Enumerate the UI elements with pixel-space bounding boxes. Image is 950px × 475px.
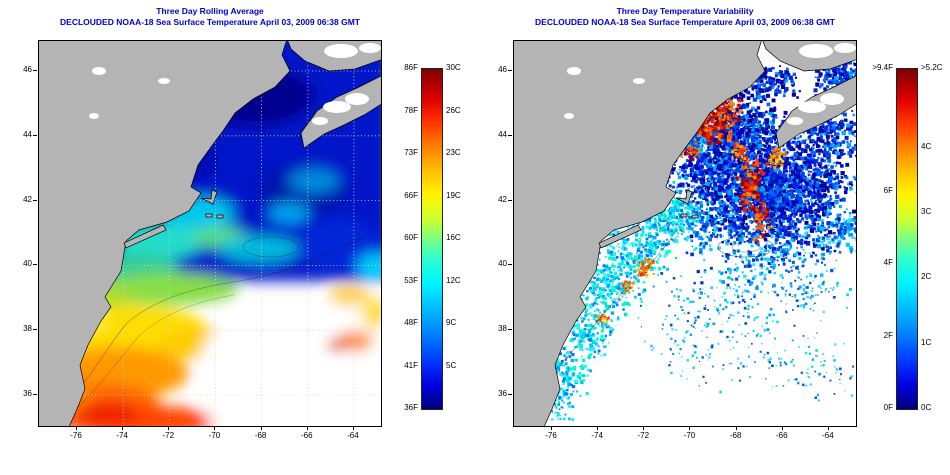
- panel-variability: Three Day Temperature Variability DECLOU…: [475, 0, 950, 475]
- y-tick-label: 44: [23, 129, 32, 139]
- sst-average-map: [39, 41, 381, 426]
- y-tick-label: 38: [23, 324, 32, 334]
- colorbar-label-fahrenheit: 86F: [404, 63, 418, 72]
- colorbar-label-fahrenheit: >9.4F: [872, 63, 893, 72]
- colorbar-label-fahrenheit: 73F: [404, 148, 418, 157]
- y-tick-label: 38: [498, 324, 507, 334]
- bathymetry-contours: [56, 236, 365, 417]
- cloud-patches: [564, 43, 856, 125]
- colorbar-label-celsius: 9C: [446, 318, 457, 327]
- x-tick-mark: [214, 426, 216, 430]
- colorbar-label-fahrenheit: 78F: [404, 105, 418, 115]
- colorbar-label-celsius: >5.2C: [921, 63, 943, 72]
- y-tick-label: 42: [23, 194, 32, 204]
- panel-title: Three Day Rolling Average: [156, 6, 264, 16]
- x-tick-mark: [827, 426, 829, 430]
- colorbar-label-fahrenheit: 6F: [883, 186, 893, 196]
- colorbar-label-celsius: 0C: [921, 403, 932, 412]
- y-tick-label: 42: [498, 194, 507, 204]
- colorbar-label-fahrenheit: 41F: [404, 360, 418, 370]
- colorbar-label-fahrenheit: 60F: [404, 233, 418, 242]
- y-tick-mark: [33, 329, 37, 331]
- x-tick-mark: [76, 426, 77, 430]
- x-tick-mark: [260, 426, 262, 430]
- x-tick-label: -64: [347, 431, 359, 440]
- y-tick-mark: [33, 264, 37, 266]
- sst-field: [39, 41, 381, 426]
- y-tick-mark: [508, 70, 512, 71]
- colorbar-label-celsius: 1C: [921, 337, 932, 347]
- colorbar-label-celsius: 30C: [446, 63, 461, 72]
- x-tick-label: -74: [116, 431, 128, 440]
- x-tick-label: -76: [545, 431, 557, 440]
- y-tick-label: 46: [498, 65, 507, 74]
- land-mass: [514, 41, 856, 426]
- x-tick-label: -70: [208, 431, 221, 440]
- x-tick-mark: [168, 426, 170, 430]
- x-tick-mark: [735, 426, 737, 430]
- y-tick-label: 40: [23, 259, 32, 269]
- colorbar-label-celsius: 16C: [446, 233, 461, 242]
- x-tick-label: -68: [729, 431, 742, 440]
- temperature-colorbar: [421, 68, 443, 410]
- y-tick-label: 46: [23, 65, 32, 74]
- colorbar-label-celsius: 19C: [446, 190, 461, 200]
- colorbar-label-fahrenheit: 4F: [883, 258, 893, 268]
- y-tick-mark: [508, 199, 512, 201]
- x-tick-mark: [551, 426, 552, 430]
- x-tick-label: -72: [162, 431, 175, 440]
- colorbar-label-fahrenheit: 53F: [404, 275, 418, 285]
- x-tick-mark: [643, 426, 645, 430]
- panel-subtitle: DECLOUDED NOAA-18 Sea Surface Temperatur…: [535, 17, 835, 27]
- colorbar-label-celsius: 5C: [446, 360, 457, 370]
- map-plot-area-variability: [513, 40, 857, 427]
- x-tick-label: -74: [591, 431, 603, 440]
- colorbar-label-celsius: 3C: [921, 206, 932, 216]
- colorbar-label-celsius: 2C: [921, 272, 932, 282]
- x-tick-label: -66: [775, 431, 788, 440]
- y-tick-mark: [33, 394, 37, 395]
- y-tick-mark: [33, 70, 37, 71]
- y-tick-label: 40: [498, 259, 507, 269]
- colorbar-label-fahrenheit: 2F: [883, 330, 893, 340]
- y-tick-label: 36: [23, 389, 32, 398]
- x-tick-label: -68: [254, 431, 267, 440]
- y-tick-label: 44: [498, 129, 507, 139]
- colorbar-label-fahrenheit: 66F: [404, 190, 418, 200]
- x-tick-mark: [122, 426, 124, 430]
- bathymetry-contours: [553, 186, 805, 372]
- y-tick-mark: [508, 134, 512, 136]
- y-tick-mark: [33, 199, 37, 201]
- y-tick-mark: [33, 134, 37, 136]
- x-tick-mark: [689, 426, 691, 430]
- y-tick-mark: [508, 329, 512, 331]
- colorbar-label-celsius: 12C: [446, 275, 461, 285]
- x-tick-label: -64: [822, 431, 834, 440]
- colorbar-label-celsius: 23C: [446, 148, 461, 157]
- y-tick-mark: [508, 264, 512, 266]
- x-tick-mark: [781, 426, 783, 430]
- y-tick-mark: [508, 394, 512, 395]
- sst-variability-map: [514, 41, 856, 426]
- colorbar-label-fahrenheit: 48F: [404, 318, 418, 327]
- colorbar-label-celsius: 26C: [446, 105, 461, 115]
- variability-colorbar: [896, 68, 918, 410]
- colorbar-label-fahrenheit: 0F: [883, 403, 893, 412]
- colorbar-label-celsius: 4C: [921, 141, 932, 151]
- x-tick-mark: [306, 426, 308, 430]
- x-tick-mark: [597, 426, 599, 430]
- x-tick-label: -66: [300, 431, 313, 440]
- cloud-patches: [89, 43, 381, 125]
- colorbar-label-fahrenheit: 36F: [404, 403, 418, 412]
- x-tick-label: -70: [683, 431, 696, 440]
- panel-rolling-average: Three Day Rolling Average DECLOUDED NOAA…: [23, 6, 461, 440]
- x-tick-label: -76: [70, 431, 82, 440]
- x-tick-label: -72: [637, 431, 650, 440]
- y-tick-label: 36: [498, 389, 507, 398]
- panel-title: Three Day Temperature Variability: [616, 6, 754, 16]
- x-tick-mark: [352, 426, 354, 430]
- panel-subtitle: DECLOUDED NOAA-18 Sea Surface Temperatur…: [60, 17, 360, 27]
- map-plot-area-average: [38, 40, 382, 427]
